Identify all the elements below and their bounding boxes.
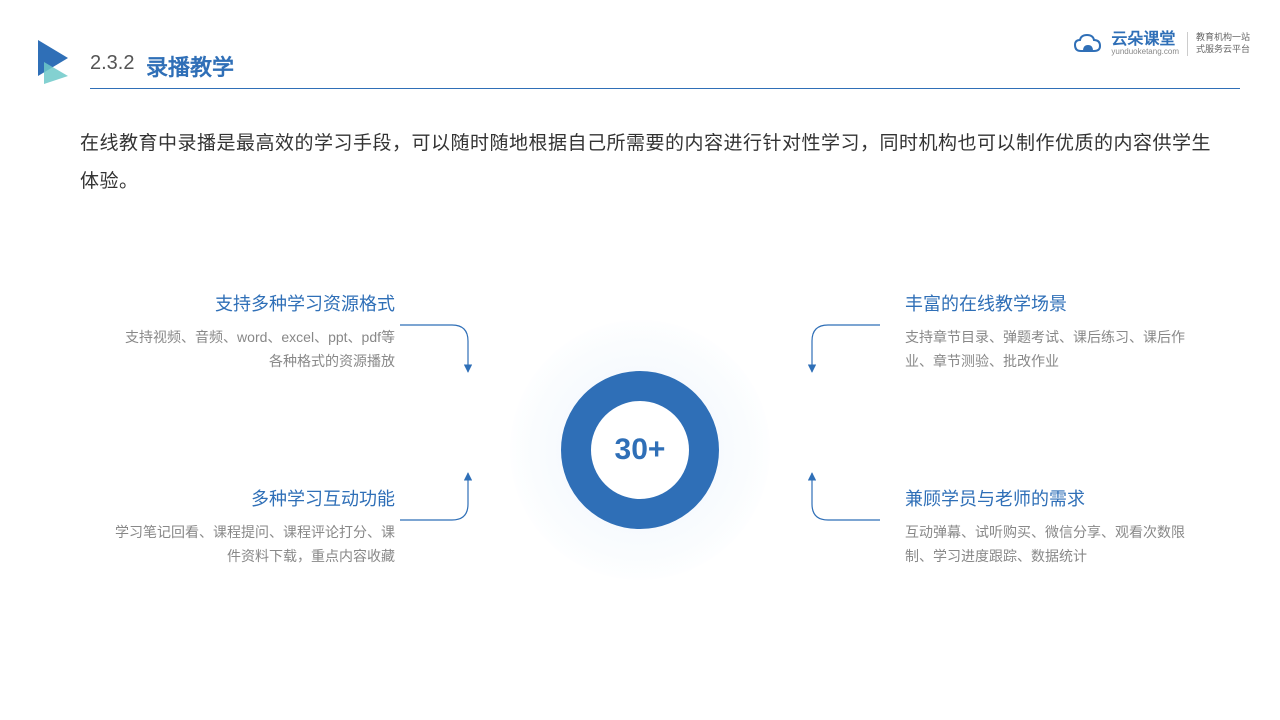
feature-bottom-right: 兼顾学员与老师的需求 互动弹幕、试听购买、微信分享、观看次数限制、学习进度跟踪、… (905, 485, 1185, 569)
play-icon (38, 40, 78, 89)
feature-title: 支持多种学习资源格式 (115, 290, 395, 316)
feature-title: 多种学习互动功能 (115, 485, 395, 511)
logo-domain-text: yunduoketang.com (1111, 48, 1179, 56)
header-underline (90, 88, 1240, 89)
logo-tagline: 教育机构一站 式服务云平台 (1187, 32, 1250, 55)
feature-desc: 互动弹幕、试听购买、微信分享、观看次数限制、学习进度跟踪、数据统计 (905, 521, 1185, 569)
feature-top-right: 丰富的在线教学场景 支持章节目录、弹题考试、课后练习、课后作业、章节测验、批改作… (905, 290, 1185, 374)
cloud-icon (1073, 33, 1103, 55)
brand-logo: 云朵课堂 yunduoketang.com 教育机构一站 式服务云平台 (1073, 32, 1250, 56)
section-number: 2.3.2 (90, 52, 134, 75)
feature-title: 丰富的在线教学场景 (905, 290, 1185, 316)
center-label: 30+ (615, 433, 666, 467)
section-title: 录播教学 (146, 50, 234, 82)
feature-desc: 学习笔记回看、课程提问、课程评论打分、课件资料下载，重点内容收藏 (115, 521, 395, 569)
feature-diagram: 30+ 支持多种学习资源格式 支持视频、音频、word、excel、ppt、pd… (0, 250, 1280, 650)
center-ring: 30+ (561, 371, 719, 529)
logo-brand-text: 云朵课堂 (1111, 32, 1179, 48)
feature-desc: 支持章节目录、弹题考试、课后练习、课后作业、章节测验、批改作业 (905, 326, 1185, 374)
feature-bottom-left: 多种学习互动功能 学习笔记回看、课程提问、课程评论打分、课件资料下载，重点内容收… (115, 485, 395, 569)
slide-header: 2.3.2 录播教学 云朵课堂 yunduoketang.com 教育机构一站 … (0, 32, 1280, 92)
feature-desc: 支持视频、音频、word、excel、ppt、pdf等各种格式的资源播放 (115, 326, 395, 374)
feature-title: 兼顾学员与老师的需求 (905, 485, 1185, 511)
intro-paragraph: 在线教育中录播是最高效的学习手段，可以随时随地根据自己所需要的内容进行针对性学习… (80, 125, 1220, 201)
feature-top-left: 支持多种学习资源格式 支持视频、音频、word、excel、ppt、pdf等各种… (115, 290, 395, 374)
